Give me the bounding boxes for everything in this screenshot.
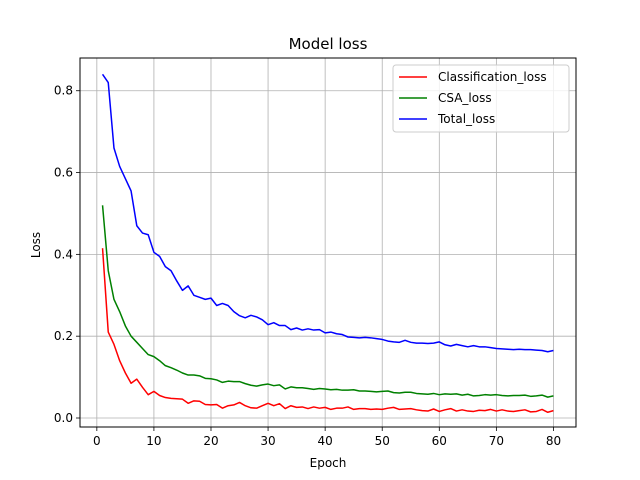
y-axis-label: Loss [29,232,43,258]
legend-label: Classification_loss [438,70,547,84]
y-tick-label: 0.2 [54,329,73,343]
y-tick-label: 0.4 [54,247,73,261]
x-tick-label: 50 [375,434,390,448]
legend-box [392,64,570,133]
y-tick-label: 0.6 [54,166,73,180]
y-tick-label: 0.8 [54,84,73,98]
x-tick-label: 10 [146,434,161,448]
series-line-classification-loss [101,248,554,414]
plot-frame [79,57,577,428]
legend: Classification_loss CSA_loss Total_loss [392,64,570,133]
x-axis-label: Epoch [310,456,347,470]
series-line-csa-loss [101,205,554,398]
legend-label: CSA_loss [438,91,492,105]
x-tick-label: 30 [260,434,275,448]
x-tick-label: 0 [93,434,101,448]
legend-label: Total_loss [437,112,495,126]
series-lines [101,73,554,414]
series-line-total-loss [101,73,554,353]
x-tick-label: 40 [318,434,333,448]
chart-title: Model loss [289,35,368,53]
x-tick-label: 20 [203,434,218,448]
y-tick-label: 0.0 [54,411,73,425]
axis-ticks: 0 10 20 30 40 50 60 70 80 0.0 0.2 0.4 0.6 0.8 [54,84,561,448]
x-tick-label: 80 [546,434,561,448]
x-tick-label: 60 [432,434,447,448]
x-tick-label: 70 [489,434,504,448]
